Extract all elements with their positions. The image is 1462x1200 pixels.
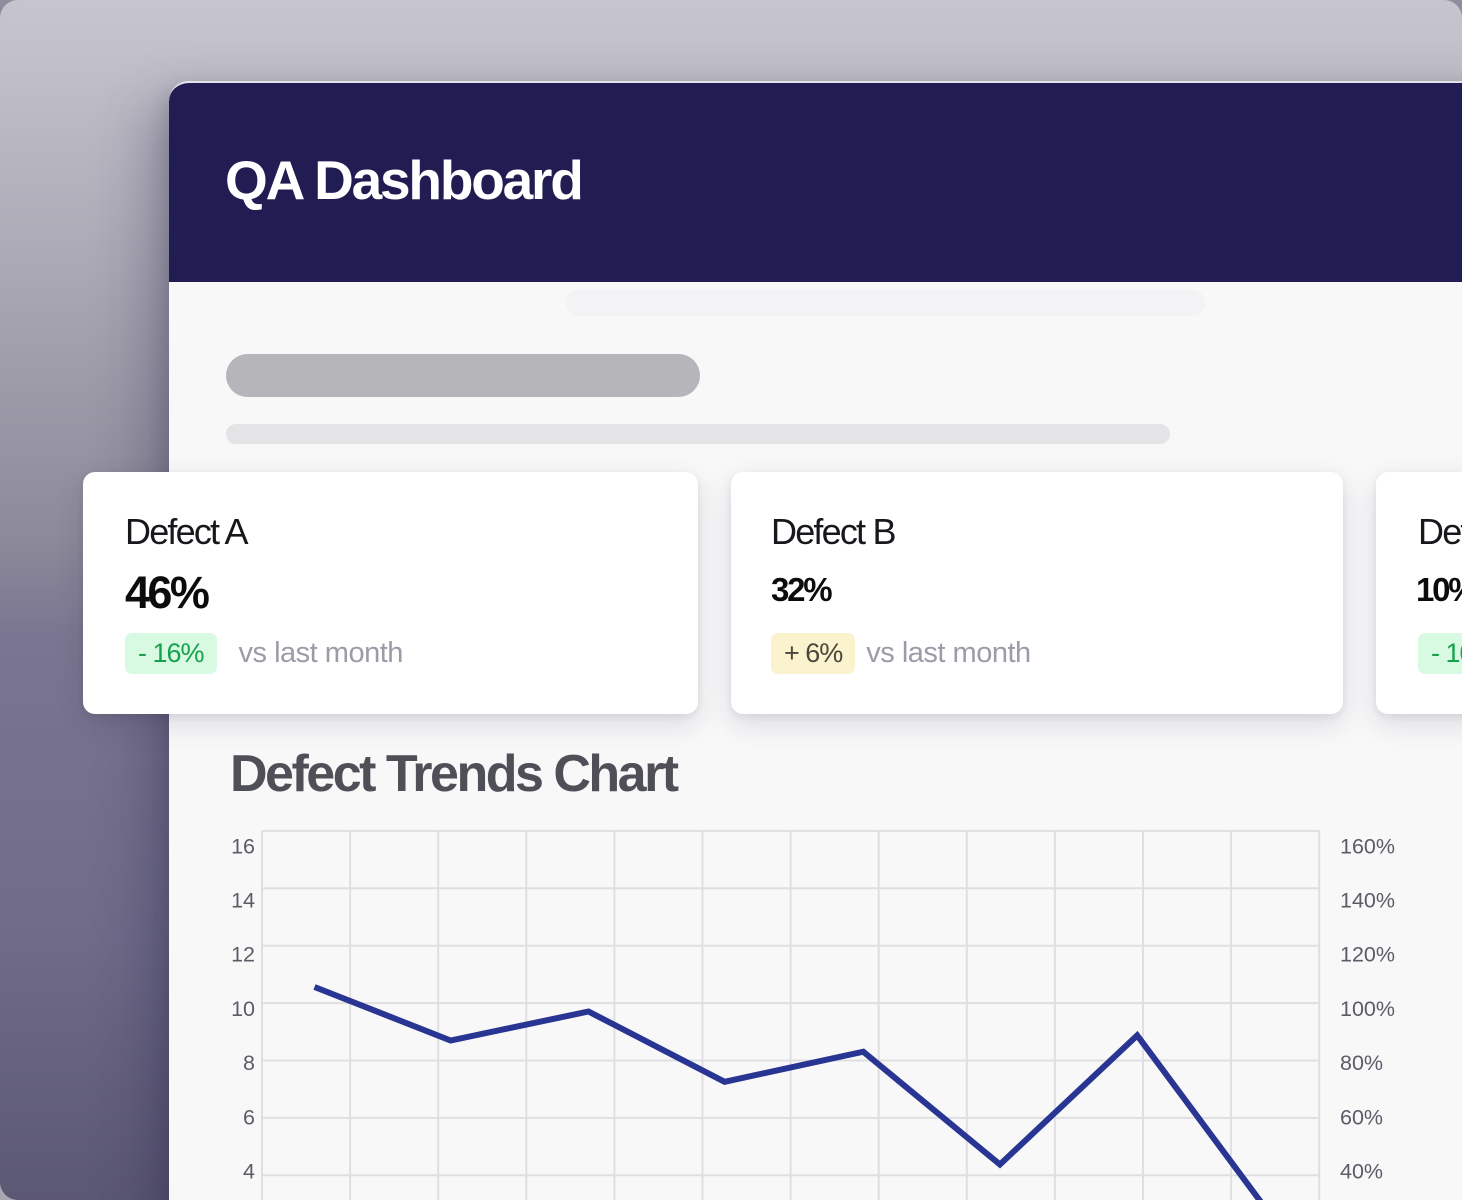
svg-text:10: 10 [231, 997, 255, 1021]
svg-text:100%: 100% [1340, 997, 1395, 1021]
svg-text:40%: 40% [1340, 1160, 1383, 1184]
svg-text:120%: 120% [1340, 943, 1395, 967]
svg-text:4: 4 [243, 1160, 255, 1184]
svg-text:140%: 140% [1340, 889, 1395, 913]
svg-text:12: 12 [231, 943, 255, 967]
svg-text:6: 6 [243, 1105, 255, 1129]
svg-text:160%: 160% [1340, 834, 1395, 858]
svg-text:16: 16 [231, 834, 255, 858]
svg-text:14: 14 [231, 889, 255, 913]
svg-text:80%: 80% [1340, 1051, 1383, 1075]
svg-text:60%: 60% [1340, 1105, 1383, 1129]
svg-text:8: 8 [243, 1051, 255, 1075]
